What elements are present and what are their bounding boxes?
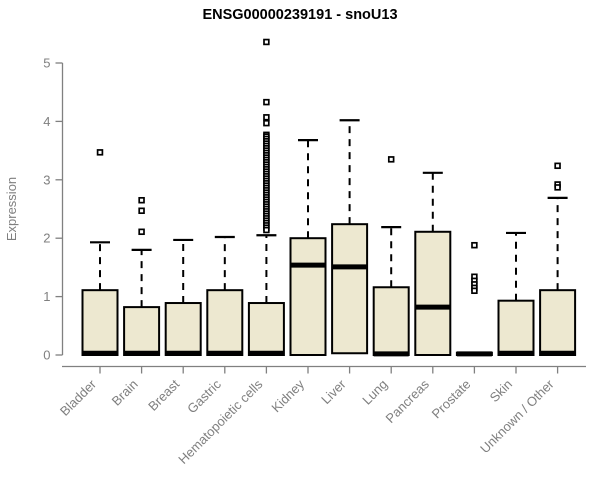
box-iqr [247, 302, 285, 356]
y-tick-label: 2 [43, 231, 50, 246]
outlier-point [96, 149, 104, 156]
box-iqr [81, 289, 119, 356]
x-tick-label: Lung [359, 377, 390, 408]
x-tick-label: Liver [318, 376, 349, 407]
x-tick-label: Prostate [429, 377, 474, 422]
x-tick-label: Bladder [57, 376, 100, 419]
box-iqr [331, 223, 369, 355]
y-tick-label: 1 [43, 289, 50, 304]
x-tick-label: Skin [487, 377, 515, 405]
y-tick-label: 4 [43, 114, 50, 129]
outlier-point [554, 162, 561, 170]
outlier-point [263, 38, 270, 46]
outlier-point [554, 184, 561, 191]
box-iqr [206, 289, 244, 356]
chart-title: ENSG00000239191 - snoU13 [202, 7, 398, 23]
outlier-point [138, 228, 145, 236]
y-axis-title: Expression [4, 177, 19, 241]
outlier-point [138, 207, 145, 215]
y-tick-label: 0 [43, 348, 50, 363]
x-tick-label: Breast [145, 376, 182, 413]
outlier-point [471, 287, 478, 295]
y-tick-label: 5 [43, 56, 50, 71]
x-tick-label: Brain [109, 377, 141, 409]
box-iqr [123, 306, 161, 356]
outlier-point [263, 98, 270, 106]
x-tick-label: Pancreas [382, 376, 432, 426]
box-iqr [497, 299, 535, 356]
outlier-point [263, 114, 270, 121]
outlier-point [471, 241, 478, 249]
outlier-point [387, 156, 395, 163]
box-iqr [414, 230, 452, 356]
y-tick-label: 3 [43, 172, 50, 187]
outlier-point [263, 119, 270, 127]
box-iqr [539, 289, 577, 356]
x-tick-label: Gastric [184, 376, 224, 416]
outlier-point [263, 226, 270, 234]
x-tick-label: Kidney [268, 376, 307, 415]
box-iqr [289, 237, 327, 356]
outlier-point [138, 196, 145, 204]
x-tick-label: Unknown / Other [477, 376, 557, 456]
box-iqr [164, 302, 202, 356]
box-iqr [372, 286, 410, 357]
